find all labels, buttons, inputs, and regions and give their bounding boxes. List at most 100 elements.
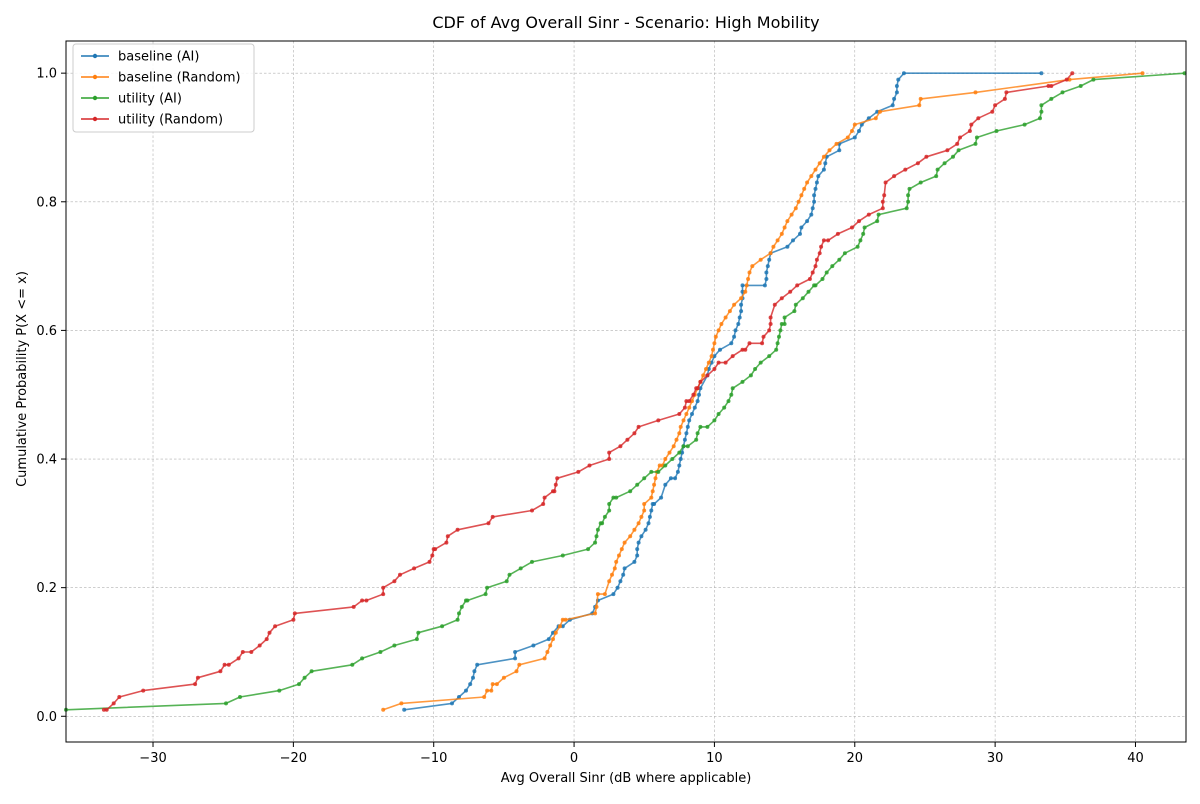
data-point	[878, 109, 882, 114]
data-point	[642, 502, 647, 506]
data-point	[698, 424, 703, 429]
data-point	[670, 457, 675, 461]
data-point	[758, 257, 763, 262]
data-point	[799, 193, 804, 198]
data-point	[622, 566, 627, 571]
data-point	[117, 695, 122, 699]
data-point	[857, 219, 861, 224]
data-point	[504, 579, 509, 584]
data-point	[635, 547, 640, 552]
data-point	[762, 283, 767, 288]
data-point	[663, 463, 668, 468]
data-point	[737, 315, 742, 320]
data-point	[657, 463, 662, 468]
data-point	[647, 514, 652, 519]
data-point	[782, 322, 787, 326]
data-point	[607, 579, 612, 584]
data-point	[457, 695, 461, 699]
data-point	[821, 167, 826, 172]
data-point	[1039, 109, 1044, 114]
data-point	[746, 277, 751, 281]
data-point	[482, 695, 487, 699]
legend-swatch-marker	[92, 53, 98, 59]
data-point	[753, 367, 758, 371]
data-point	[636, 424, 641, 429]
data-point	[969, 122, 974, 127]
data-point	[779, 322, 784, 326]
data-point	[226, 662, 231, 667]
data-point	[761, 334, 766, 339]
data-point	[195, 675, 200, 680]
data-point	[711, 347, 715, 352]
data-point	[810, 270, 815, 275]
data-point	[706, 360, 711, 365]
data-point	[924, 154, 929, 159]
data-point	[712, 341, 717, 346]
series-utility-random	[101, 71, 1075, 712]
legend-label: baseline (Random)	[118, 71, 241, 86]
data-point	[193, 682, 198, 687]
data-point	[915, 161, 920, 166]
data-point	[747, 270, 752, 275]
data-point	[514, 669, 519, 674]
legend: baseline (AI) baseline (Random) utility (A…	[72, 43, 255, 133]
x-tick-label: −10	[420, 751, 447, 766]
data-point	[788, 289, 793, 294]
data-point	[551, 637, 555, 642]
data-point	[722, 405, 727, 410]
data-point	[649, 495, 654, 500]
data-point	[820, 277, 825, 281]
data-point	[740, 379, 745, 384]
data-point	[712, 367, 717, 371]
data-point	[483, 592, 488, 597]
data-point	[729, 392, 734, 397]
data-point	[739, 309, 744, 314]
data-point	[768, 251, 773, 256]
data-point	[552, 489, 557, 494]
data-point	[974, 135, 979, 140]
data-point	[785, 244, 790, 249]
data-point	[674, 437, 679, 442]
data-point	[935, 167, 940, 172]
data-point	[576, 469, 581, 474]
data-point	[782, 315, 787, 320]
data-point	[709, 360, 714, 365]
data-point	[918, 96, 923, 101]
plot-frame	[65, 40, 1187, 743]
data-point	[615, 585, 620, 590]
data-point	[398, 572, 402, 577]
data-point	[685, 424, 690, 429]
data-point	[892, 96, 897, 101]
data-point	[542, 656, 547, 661]
data-point	[392, 579, 397, 584]
legend-swatch-marker	[92, 74, 98, 80]
data-point	[560, 624, 565, 629]
data-point	[652, 482, 657, 487]
data-point	[739, 302, 744, 307]
data-point	[297, 682, 301, 687]
x-tick-label: 20	[846, 751, 863, 766]
data-point	[816, 174, 821, 179]
data-point	[890, 103, 895, 108]
data-point	[628, 534, 633, 539]
data-point	[402, 707, 407, 712]
data-point	[625, 437, 630, 442]
data-point	[611, 592, 616, 597]
legend-label: utility (Random)	[118, 113, 223, 128]
data-point	[837, 257, 842, 262]
data-point	[892, 174, 897, 179]
data-point	[876, 212, 881, 217]
data-point	[652, 502, 657, 506]
data-point	[653, 476, 658, 481]
data-point	[834, 141, 839, 146]
data-point	[1060, 90, 1065, 95]
data-point	[695, 431, 700, 436]
data-point	[518, 566, 523, 571]
data-point	[862, 225, 867, 230]
data-point	[730, 354, 735, 359]
data-point	[399, 701, 404, 706]
data-point	[472, 669, 477, 674]
data-point	[743, 347, 748, 352]
data-point	[501, 675, 506, 680]
data-point	[807, 277, 812, 281]
